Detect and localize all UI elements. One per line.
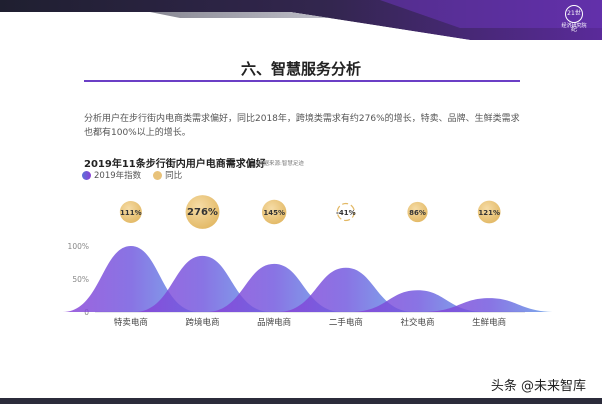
wave-3 (277, 267, 414, 312)
yoy-badge-2 (261, 199, 287, 225)
category-label: 跨境电商 (185, 317, 219, 328)
wave-5 (421, 298, 558, 312)
category-label: 二手电商 (329, 317, 363, 328)
category-label: 生鲜电商 (472, 317, 506, 328)
chart-legend: 2019年指数 同比 (82, 169, 182, 181)
yoy-label: 276% (187, 207, 218, 218)
logo: 21世纪 经济研究院 (552, 5, 596, 37)
yoy-badge-3 (336, 202, 355, 222)
y-tick-label: 0 (84, 308, 89, 317)
legend-yoy-label: 同比 (165, 171, 183, 181)
legend-index-swatch (82, 170, 91, 180)
y-tick-label: 100% (68, 242, 89, 251)
yoy-badge-1 (185, 195, 220, 229)
yoy-label: 121% (478, 209, 500, 217)
wave-4 (349, 290, 486, 312)
intro-paragraph: 分析用户在步行街内电商类需求偏好，同比2018年，跨境类需求有约276%的增长，… (84, 114, 520, 138)
category-label: 特卖电商 (114, 317, 148, 328)
yoy-label: 111% (120, 209, 142, 217)
yoy-badge-0 (119, 201, 142, 223)
logo-text: 经济研究院 (561, 23, 587, 29)
y-tick-label: 50% (72, 275, 89, 284)
source-note: 数据来源:智慧足迹 (258, 161, 304, 167)
footer-bar (0, 398, 602, 404)
category-label: 社交电商 (400, 317, 434, 328)
page-title: 六、智慧服务分析 (240, 60, 361, 78)
chart-title: 2019年11条步行街内用户电商需求偏好 (84, 159, 266, 170)
demand-chart: 100% 50% 0 特卖电商 111% 跨境电商 276% 品牌电商 145% 二手电商 -41%… (62, 195, 558, 328)
watermark: 头条 @未来智库 (490, 379, 586, 394)
yoy-label: -41% (336, 209, 356, 217)
yoy-badge-5 (477, 200, 501, 224)
logo-mark: 21世纪 (565, 5, 583, 33)
yoy-label: 145% (263, 209, 285, 217)
legend-index-label: 2019年指数 (94, 171, 142, 181)
legend-yoy-swatch (153, 170, 163, 180)
header-banner (0, 0, 602, 40)
yoy-label: 86% (409, 209, 426, 217)
yoy-badge-4 (407, 201, 428, 223)
category-label: 品牌电商 (257, 317, 291, 328)
title-divider (84, 80, 520, 82)
